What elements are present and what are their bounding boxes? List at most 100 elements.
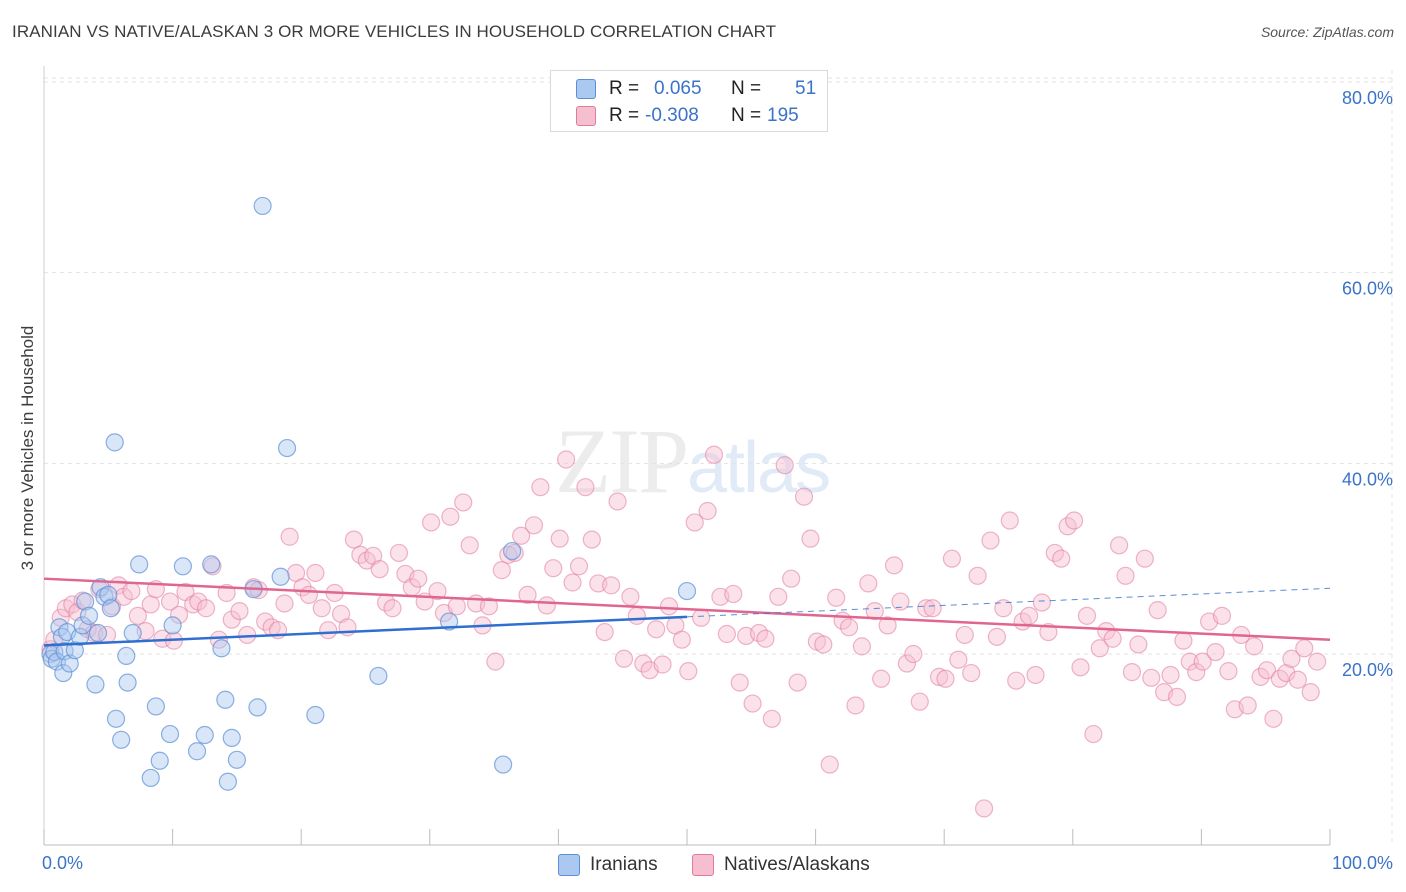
y-axis-label: 3 or more Vehicles in Household	[18, 325, 37, 571]
point-natives	[846, 696, 865, 715]
watermark-zip: ZIP	[555, 410, 689, 512]
legend-r-label: R =	[609, 105, 640, 126]
point-natives	[447, 597, 466, 616]
trendline-natives	[43, 577, 1331, 641]
point-iranians	[494, 755, 513, 774]
point-natives	[1109, 536, 1129, 555]
y-tick-label: 80.0%	[1342, 88, 1393, 108]
point-natives	[820, 755, 839, 774]
point-natives	[1245, 637, 1264, 656]
point-natives	[460, 536, 479, 555]
point-natives	[1097, 622, 1116, 641]
point-natives	[312, 599, 331, 618]
point-natives	[141, 595, 160, 614]
point-iranians	[123, 623, 142, 643]
point-iranians	[503, 541, 522, 561]
point-natives	[987, 627, 1007, 646]
point-natives	[884, 556, 904, 575]
point-natives	[492, 561, 511, 580]
point-natives	[1026, 665, 1045, 685]
point-natives	[1142, 668, 1161, 687]
point-natives	[1064, 511, 1084, 530]
point-natives	[865, 601, 884, 621]
trendline-iranians	[43, 615, 688, 647]
point-natives	[1032, 593, 1052, 612]
point-natives	[839, 618, 859, 637]
legend-n-value-iranians: 51	[795, 78, 817, 99]
point-natives	[1116, 566, 1135, 585]
point-natives	[344, 530, 364, 549]
point-natives	[1193, 652, 1212, 671]
point-natives	[852, 637, 871, 656]
bottom-legend-label-natives: Natives/Alaskans	[724, 854, 870, 875]
point-natives	[531, 478, 550, 497]
point-iranians	[76, 592, 95, 611]
point-natives	[782, 569, 801, 588]
point-natives	[910, 692, 929, 711]
point-natives	[1007, 671, 1026, 690]
point-natives	[994, 599, 1013, 618]
legend-n-value-natives: 195	[767, 105, 799, 126]
point-natives	[872, 669, 891, 688]
legend-r-value-natives: -0.308	[645, 105, 699, 126]
point-natives	[1148, 601, 1167, 620]
point-iranians	[141, 768, 160, 788]
legend-swatch-natives	[576, 106, 596, 126]
point-natives	[614, 649, 634, 668]
point-natives	[1288, 670, 1307, 689]
point-natives	[595, 622, 614, 642]
point-natives	[730, 673, 749, 692]
point-natives	[917, 599, 936, 618]
point-natives	[698, 501, 717, 521]
point-natives	[659, 597, 679, 616]
point-natives	[794, 487, 814, 506]
point-natives	[756, 629, 775, 648]
point-natives	[1308, 652, 1327, 671]
point-iranians	[65, 641, 84, 660]
point-natives	[518, 585, 537, 604]
point-iranians	[439, 612, 459, 631]
point-natives	[891, 592, 910, 611]
point-natives	[383, 599, 402, 618]
source-credit: Source: ZipAtlas.com	[1260, 24, 1394, 40]
point-natives	[1129, 635, 1148, 654]
point-natives	[627, 606, 646, 625]
point-iranians	[195, 725, 214, 745]
legend-r-label: R =	[609, 78, 640, 99]
point-iranians	[150, 751, 169, 770]
point-natives	[122, 581, 141, 601]
point-natives	[454, 493, 473, 512]
legend-r-value-iranians: 0.065	[654, 78, 702, 99]
point-natives	[788, 673, 807, 692]
point-iranians	[118, 673, 137, 692]
watermark-atlas: atlas	[687, 428, 831, 508]
point-natives	[704, 445, 724, 464]
point-natives	[981, 531, 1000, 550]
point-natives	[1212, 606, 1232, 625]
point-natives	[769, 587, 788, 606]
point-natives	[370, 560, 389, 579]
point-natives	[275, 594, 294, 613]
point-natives	[685, 513, 704, 532]
point-natives	[897, 654, 917, 673]
point-iranians	[99, 585, 118, 604]
point-natives	[280, 527, 299, 546]
point-iranians	[212, 639, 231, 658]
point-natives	[717, 624, 736, 644]
legend-row-iranians: R = 0.065 N = 51	[551, 75, 827, 101]
point-natives	[1219, 662, 1238, 681]
legend-n-label: N =	[731, 78, 762, 99]
point-natives	[621, 587, 640, 606]
point-natives	[299, 585, 319, 604]
point-natives	[929, 667, 949, 686]
point-natives	[1084, 724, 1103, 744]
point-iranians	[117, 646, 136, 666]
point-natives	[827, 588, 846, 607]
point-iranians	[216, 690, 235, 709]
point-natives	[1000, 511, 1019, 530]
trendline-iranians-extension	[686, 587, 1331, 618]
point-natives	[582, 530, 601, 549]
point-iranians	[248, 698, 267, 717]
point-natives	[608, 492, 627, 511]
